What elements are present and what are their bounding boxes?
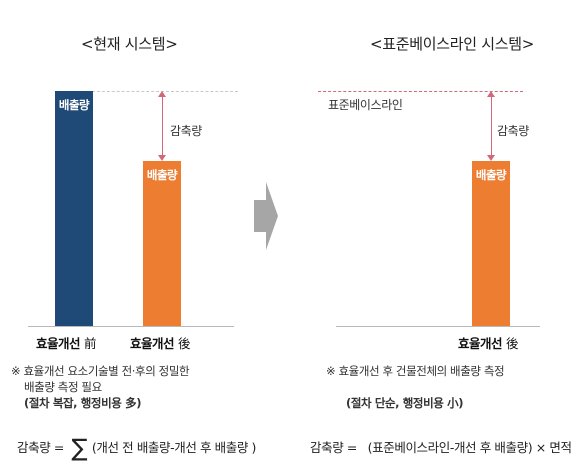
left-note-line3-bold: 多 bbox=[125, 396, 137, 410]
bar-before-label: 배출량 bbox=[58, 98, 90, 112]
right-note-line2-bold: 小 bbox=[447, 396, 459, 410]
left-note-line3-suffix: ) bbox=[136, 396, 142, 410]
category-before: 효율개선 前 bbox=[36, 333, 97, 352]
category-after-left: 효율개선 後 bbox=[130, 333, 191, 352]
left-note-line1: ※ 효율개선 요소기술별 전·후의 정밀한 bbox=[11, 364, 190, 378]
right-note-line1: ※ 효율개선 후 건물전체의 배출량 측정 bbox=[326, 364, 505, 378]
left-formula-rhs: (개선 전 배출량-개선 후 배출량 ) bbox=[91, 440, 257, 455]
left-title: <현재 시스템> bbox=[81, 35, 178, 53]
category-after-right-text: 효율개선 bbox=[458, 336, 503, 351]
left-reduction-label: 감축량 bbox=[170, 124, 202, 138]
bar-after-improvement: 배출량 bbox=[143, 161, 181, 326]
right-note-line2-prefix: (절차 단순, 행정비용 bbox=[346, 396, 448, 410]
right-title: <표준베이스라인 시스템> bbox=[370, 35, 535, 53]
sigma-symbol: ∑ bbox=[71, 434, 88, 462]
left-arrow-head-up bbox=[158, 91, 166, 97]
right-formula: 감축량 = (표준베이스라인-개선 후 배출량) × 면적 bbox=[310, 440, 572, 455]
right-reduction-arrow-line bbox=[491, 97, 492, 155]
bar-after-label: 배출량 bbox=[146, 168, 178, 182]
right-axis bbox=[336, 326, 540, 327]
right-note-line2: (절차 단순, 행정비용 小) bbox=[346, 396, 463, 411]
left-arrow-head-down bbox=[158, 155, 166, 161]
baseline-label: 표준베이스라인 bbox=[328, 98, 403, 112]
category-after-left-text: 효율개선 bbox=[130, 336, 175, 351]
baseline-dashed-line bbox=[318, 91, 523, 92]
category-after-right-hanja: 後 bbox=[506, 336, 519, 351]
left-formula-lhs: 감축량 = bbox=[17, 440, 64, 455]
left-note-line3: (절차 복잡, 행정비용 多) bbox=[24, 396, 141, 411]
category-before-hanja: 前 bbox=[84, 336, 97, 351]
left-formula: 감축량 = ∑ (개선 전 배출량-개선 후 배출량 ) bbox=[17, 434, 256, 462]
right-arrow-head-up bbox=[487, 91, 495, 97]
left-reduction-arrow-line bbox=[162, 97, 163, 155]
transition-arrow-icon bbox=[254, 182, 278, 250]
right-note-line2-suffix: ) bbox=[458, 396, 464, 410]
category-before-text: 효율개선 bbox=[36, 336, 81, 351]
bar-before-improvement: 배출량 bbox=[55, 91, 93, 326]
category-after-left-hanja: 後 bbox=[178, 336, 191, 351]
left-note-line3-prefix: (절차 복잡, 행정비용 bbox=[24, 396, 126, 410]
right-reduction-label: 감축량 bbox=[497, 124, 529, 138]
category-after-right: 효율개선 後 bbox=[458, 333, 519, 352]
bar-after-right-label: 배출량 bbox=[475, 168, 507, 182]
left-note-line2: 배출량 측정 필요 bbox=[24, 380, 102, 394]
right-arrow-head-down bbox=[487, 155, 495, 161]
bar-after-improvement-right: 배출량 bbox=[472, 161, 510, 326]
left-axis bbox=[28, 326, 234, 327]
